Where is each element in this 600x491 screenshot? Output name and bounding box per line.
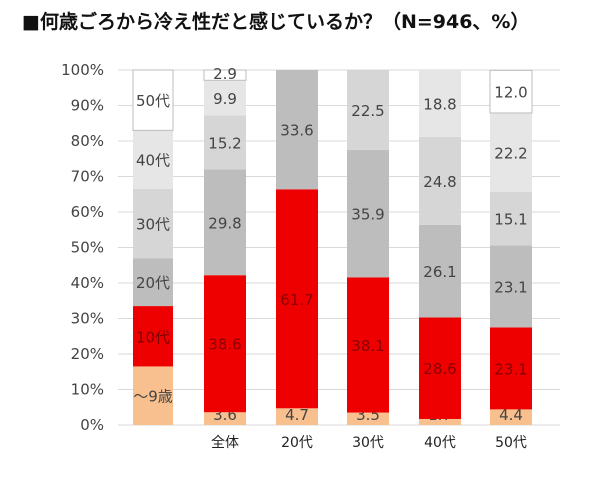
legend-label: 50代 — [136, 92, 170, 110]
bar-value-label: 23.1 — [494, 278, 527, 296]
bar-segment — [203, 69, 247, 81]
bar-value-label: 12.0 — [494, 84, 527, 102]
legend-label: 40代 — [136, 152, 170, 170]
bar-segment — [490, 327, 532, 410]
bar-segment — [204, 115, 246, 170]
bar-value-label: 22.2 — [494, 144, 527, 162]
x-category-label: 50代 — [495, 435, 527, 451]
legend-swatch — [132, 69, 174, 131]
bar-value-label: 38.1 — [351, 337, 384, 355]
bar-value-label: 4.7 — [285, 406, 309, 424]
bar-segment — [204, 275, 246, 413]
bar-segment — [490, 409, 532, 425]
bar-segment — [347, 412, 389, 425]
bar-segment — [347, 149, 389, 278]
bar-value-label: 22.5 — [351, 102, 384, 120]
x-category-label: 30代 — [352, 435, 384, 451]
bar-value-label: 28.6 — [423, 360, 456, 378]
legend-label: 20代 — [136, 274, 170, 292]
bar-segment — [419, 224, 461, 318]
bar-segment — [347, 277, 389, 413]
bar-segment — [490, 112, 532, 192]
bar-value-label: 9.9 — [213, 90, 237, 108]
bar-value-label: 61.7 — [280, 291, 313, 309]
bar-segment — [419, 136, 461, 225]
y-tick-label: 10% — [71, 381, 104, 399]
y-tick-label: 30% — [71, 310, 104, 328]
bar-segment — [490, 191, 532, 246]
legend-swatch — [133, 130, 173, 189]
legend-label: ～9歳 — [133, 388, 173, 406]
y-gridlines — [118, 69, 560, 426]
x-category-label: 全体 — [211, 434, 239, 451]
bar-segment — [419, 418, 461, 425]
y-tick-label: 100% — [61, 61, 104, 79]
legend-label: 30代 — [136, 216, 170, 234]
legend-swatch — [133, 306, 173, 367]
y-tick-label: 0% — [80, 416, 104, 434]
bar-value-label: 38.6 — [208, 336, 241, 354]
legend-column: ～9歳 10代 20代 30代 40代 50代 — [132, 69, 174, 425]
chart-title: ■何歳ごろから冷え性だと感じているか？（N=946、%） — [22, 10, 529, 33]
bar-segment — [204, 169, 246, 276]
bars: 3.638.629.815.29.92.94.761.733.63.538.13… — [203, 65, 533, 425]
bar-value-label: 15.1 — [494, 211, 527, 229]
bar-segment — [490, 245, 532, 328]
legend-label: 10代 — [136, 328, 170, 346]
bar-value-label: 4.4 — [499, 406, 523, 424]
bar-value-label: 2.9 — [213, 65, 237, 83]
bar-value-label: 24.8 — [423, 173, 456, 191]
x-category-label: 20代 — [281, 435, 313, 451]
bar-segment — [204, 80, 246, 116]
bar-value-label: 18.8 — [423, 95, 456, 113]
y-axis-ticks: 0% 10% 20% 30% 40% 50% 60% 70% 80% 90% 100% — [61, 61, 104, 434]
bar-segment — [419, 70, 461, 137]
bar-segment — [276, 70, 318, 190]
bar-value-label: 35.9 — [351, 206, 384, 224]
bar-segment — [347, 70, 389, 150]
bar-value-label: 26.1 — [423, 263, 456, 281]
bar-segment — [419, 317, 461, 419]
legend-swatch — [133, 258, 173, 307]
bar-segment — [489, 69, 533, 114]
bar-value-label: 15.2 — [208, 134, 241, 152]
bar-segment — [276, 189, 318, 409]
bar-segment — [204, 412, 246, 425]
bar-segment — [276, 408, 318, 425]
y-tick-label: 90% — [71, 97, 104, 115]
bar-value-label: 33.6 — [280, 122, 313, 140]
legend-swatch — [133, 366, 173, 425]
y-tick-label: 70% — [71, 168, 104, 186]
y-tick-label: 20% — [71, 345, 104, 363]
legend-swatch — [133, 188, 173, 259]
y-tick-label: 80% — [71, 132, 104, 150]
y-tick-label: 60% — [71, 203, 104, 221]
bar-value-label: 23.1 — [494, 360, 527, 378]
y-tick-label: 50% — [71, 239, 104, 257]
x-axis-categories: 全体 20代 30代 40代 50代 — [211, 434, 527, 451]
x-category-label: 40代 — [424, 435, 456, 451]
y-tick-label: 40% — [71, 274, 104, 292]
bar-value-label: 29.8 — [208, 214, 241, 232]
